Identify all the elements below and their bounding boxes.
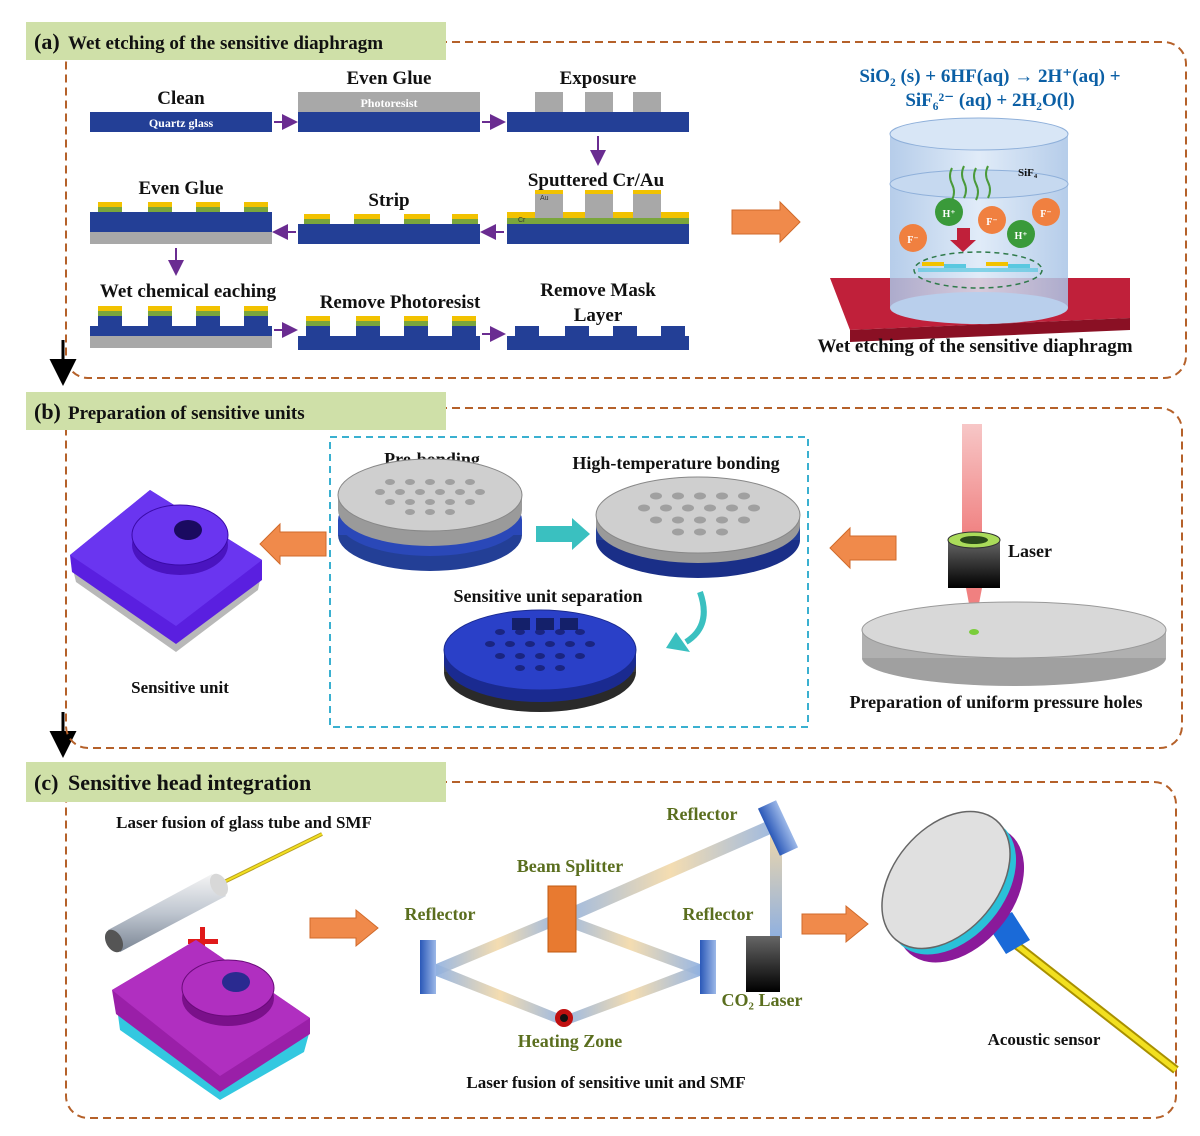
section-b-label: (b) bbox=[34, 399, 61, 424]
wet-chemical-layers bbox=[90, 306, 272, 348]
sensitive-unit-label: Sensitive unit bbox=[131, 678, 229, 697]
step-strip-label: Strip bbox=[368, 190, 409, 211]
step-remove-photoresist-label: Remove Photoresist bbox=[320, 292, 481, 313]
unit-separation-label: Sensitive unit separation bbox=[453, 586, 642, 606]
orange-arrow bbox=[259, 522, 327, 566]
formula-line-1: SiO₂ (s) + 6HF(aq) → 2H⁺(aq) + bbox=[859, 66, 1120, 87]
section-a: (a) Wet etching of the sensitive diaphra… bbox=[26, 22, 1187, 379]
acoustic-sensor-illustration bbox=[881, 810, 1179, 1074]
laser-fusion-tube-label: Laser fusion of glass tube and SMF bbox=[116, 813, 372, 832]
photoresist-label: Photoresist bbox=[360, 96, 417, 110]
step-clean-label: Clean bbox=[157, 88, 205, 109]
svg-text:SiF₄: SiF₄ bbox=[1018, 167, 1038, 179]
section-a-header bbox=[26, 22, 446, 60]
svg-text:H⁺: H⁺ bbox=[942, 209, 955, 220]
svg-text:Cr: Cr bbox=[518, 217, 526, 224]
cyan-curved-arrowhead bbox=[666, 632, 690, 652]
acoustic-sensor-label: Acoustic sensor bbox=[988, 1030, 1101, 1049]
cyan-arrow bbox=[536, 518, 590, 550]
co2-laser-label: CO₂ Laser bbox=[722, 990, 803, 1010]
unit-separation-disc bbox=[443, 609, 637, 712]
quartz-substrate bbox=[298, 112, 480, 132]
reflector-right-label: Reflector bbox=[683, 904, 754, 924]
step-remove-mask-label-2: Layer bbox=[574, 305, 623, 326]
reflector-right bbox=[700, 940, 716, 994]
laser-fusion-optics bbox=[420, 800, 799, 1027]
orange-arrow bbox=[829, 526, 897, 570]
section-b-header bbox=[26, 392, 446, 430]
section-b-border bbox=[65, 407, 1183, 749]
sensitive-unit-illustration bbox=[70, 490, 262, 652]
svg-text:F⁻: F⁻ bbox=[1040, 209, 1051, 220]
step-remove-mask-label-1: Remove Mask bbox=[540, 280, 656, 301]
svg-text:F⁻: F⁻ bbox=[986, 217, 997, 228]
sputtered-layers: Au Cr bbox=[507, 190, 689, 244]
photoresist-layer bbox=[298, 92, 480, 112]
section-c-header bbox=[26, 762, 446, 802]
co2-laser-source bbox=[746, 936, 780, 992]
heating-zone-label: Heating Zone bbox=[518, 1031, 623, 1051]
high-temp-bonding-disc bbox=[595, 476, 801, 578]
section-c-title: Sensitive head integration bbox=[68, 770, 311, 795]
formula-line-2: SiF₆²⁻ (aq) + 2H₂O(l) bbox=[905, 90, 1074, 111]
reflector-top-label: Reflector bbox=[667, 804, 738, 824]
svg-text:H⁺: H⁺ bbox=[1014, 231, 1027, 242]
cyan-curved-arrow bbox=[684, 591, 707, 645]
section-a-label: (a) bbox=[34, 29, 60, 54]
orange-arrow bbox=[309, 908, 379, 948]
beam-splitter bbox=[547, 885, 577, 953]
etching-beaker: SiF₄ H⁺ H⁺ F⁻ F⁻ F⁻ bbox=[830, 117, 1130, 342]
svg-text:F⁻: F⁻ bbox=[907, 235, 918, 246]
uniform-holes-label: Preparation of uniform pressure holes bbox=[850, 692, 1143, 712]
pre-bonding-disc bbox=[337, 458, 523, 571]
step-sputtered-label: Sputtered Cr/Au bbox=[528, 170, 665, 191]
quartz-substrate bbox=[90, 112, 272, 132]
reflector-left bbox=[420, 940, 436, 994]
laser-drilling-illustration bbox=[861, 424, 1167, 686]
beaker-caption: Wet etching of the sensitive diaphragm bbox=[817, 336, 1132, 357]
quartz-label: Quartz glass bbox=[149, 116, 214, 130]
section-c-label: (c) bbox=[34, 770, 58, 795]
orange-arrow bbox=[731, 200, 801, 244]
reflector-left-label: Reflector bbox=[405, 904, 476, 924]
orange-arrow bbox=[801, 904, 869, 944]
reflector-top bbox=[757, 800, 799, 856]
svg-text:Au: Au bbox=[540, 195, 549, 202]
section-b: (b) Preparation of sensitive units Sensi… bbox=[26, 392, 1183, 749]
step-exposure-label: Exposure bbox=[560, 68, 637, 89]
step-even-glue-label: Even Glue bbox=[347, 68, 432, 89]
beam-splitter-label: Beam Splitter bbox=[517, 856, 623, 876]
section-a-title: Wet etching of the sensitive diaphragm bbox=[68, 33, 383, 54]
glass-tube-smf bbox=[104, 832, 323, 953]
plus-icon bbox=[188, 927, 218, 957]
remove-photoresist-layers bbox=[298, 316, 480, 350]
section-b-title: Preparation of sensitive units bbox=[68, 403, 305, 424]
remove-mask-layers bbox=[507, 326, 689, 350]
high-temp-bonding-label: High-temperature bonding bbox=[572, 453, 779, 473]
step-even-glue-2-label: Even Glue bbox=[139, 178, 224, 199]
laser-label: Laser bbox=[1008, 541, 1052, 561]
step-wet-chemical-label: Wet chemical eaching bbox=[100, 281, 277, 302]
strip-layers bbox=[298, 214, 480, 244]
even-glue-2-layers bbox=[90, 202, 272, 244]
magenta-sensitive-unit bbox=[112, 940, 310, 1100]
section-c: (c) Sensitive head integration Laser fus… bbox=[26, 762, 1179, 1119]
section-a-border bbox=[65, 41, 1187, 379]
section-c-border bbox=[65, 781, 1177, 1119]
laser-fusion-unit-label: Laser fusion of sensitive unit and SMF bbox=[466, 1073, 745, 1092]
exposure-pattern bbox=[507, 92, 689, 132]
